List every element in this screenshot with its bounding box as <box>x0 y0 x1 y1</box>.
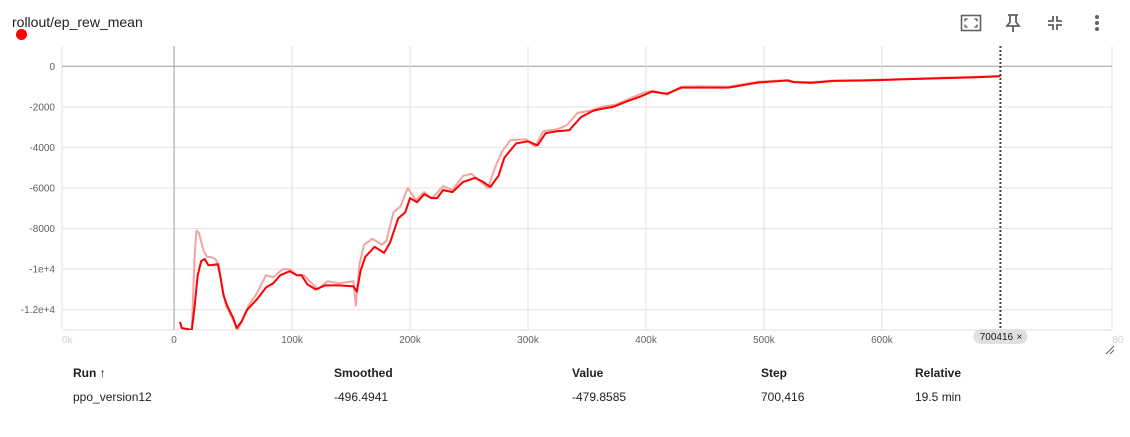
x-tick-label-dim: 80 <box>1112 335 1124 346</box>
x-tick-label: 600k <box>871 335 894 346</box>
collapse-icon <box>1048 16 1062 30</box>
collapse-button[interactable] <box>1036 10 1074 36</box>
x-tick-label: 100k <box>281 335 304 346</box>
run-color-dot <box>16 29 27 40</box>
y-tick-label: -2000 <box>29 102 55 113</box>
y-tick-label: -1e+4 <box>29 265 55 276</box>
run-name: ppo_version12 <box>73 390 152 404</box>
fit-domain-button[interactable] <box>952 10 990 36</box>
resize-handle-icon <box>1105 345 1115 355</box>
pin-button[interactable] <box>994 10 1032 36</box>
y-tick-label: -1.2e+4 <box>21 305 56 316</box>
more-vert-icon <box>1095 15 1099 31</box>
y-tick-label: 0 <box>49 62 55 73</box>
raw-series-line <box>179 75 1001 330</box>
fit-domain-icon <box>960 14 982 32</box>
x-tick-label: 200k <box>399 335 422 346</box>
x-tick-label-dim: 0k <box>62 335 74 346</box>
line-chart[interactable]: 0 -2000 -4000 -6000 -8000 -1e+4 -1.2e+4 0 100k 20… <box>0 36 1130 356</box>
y-tick-label: -6000 <box>29 184 55 195</box>
step-cursor-badge <box>973 329 1028 344</box>
smoothed-series-line <box>179 75 1001 330</box>
header-relative[interactable]: Relative <box>915 366 962 380</box>
step-value: 700,416 <box>761 390 805 404</box>
x-tick-label: 400k <box>635 335 658 346</box>
y-tick-label: -8000 <box>29 224 55 235</box>
step-cursor-label: 700416 <box>980 332 1014 343</box>
more-options-button[interactable] <box>1078 10 1116 36</box>
smoothed-value: -496.4941 <box>334 390 389 404</box>
header-step[interactable]: Step <box>761 366 788 380</box>
raw-value: -479.8585 <box>572 390 627 404</box>
y-tick-label: -4000 <box>29 143 55 154</box>
header-smoothed[interactable]: Smoothed <box>334 366 393 380</box>
table-row: ppo_version12 -496.4941 -479.8585 700,41… <box>0 386 1130 410</box>
relative-value: 19.5 min <box>915 390 962 404</box>
table-header-row: Run ↑ Smoothed Value Step Relative <box>0 362 1130 386</box>
chart-toolbar <box>952 10 1116 36</box>
close-icon[interactable]: × <box>1016 332 1022 343</box>
x-tick-label: 0 <box>171 335 177 346</box>
header-run[interactable]: Run ↑ <box>73 366 106 380</box>
x-tick-label: 500k <box>753 335 776 346</box>
card-title: rollout/ep_rew_mean <box>12 14 143 30</box>
runs-table: Run ↑ Smoothed Value Step Relative ppo_v… <box>0 362 1130 410</box>
x-tick-label: 300k <box>517 335 540 346</box>
pin-icon <box>1005 14 1021 32</box>
header-value[interactable]: Value <box>572 366 604 380</box>
